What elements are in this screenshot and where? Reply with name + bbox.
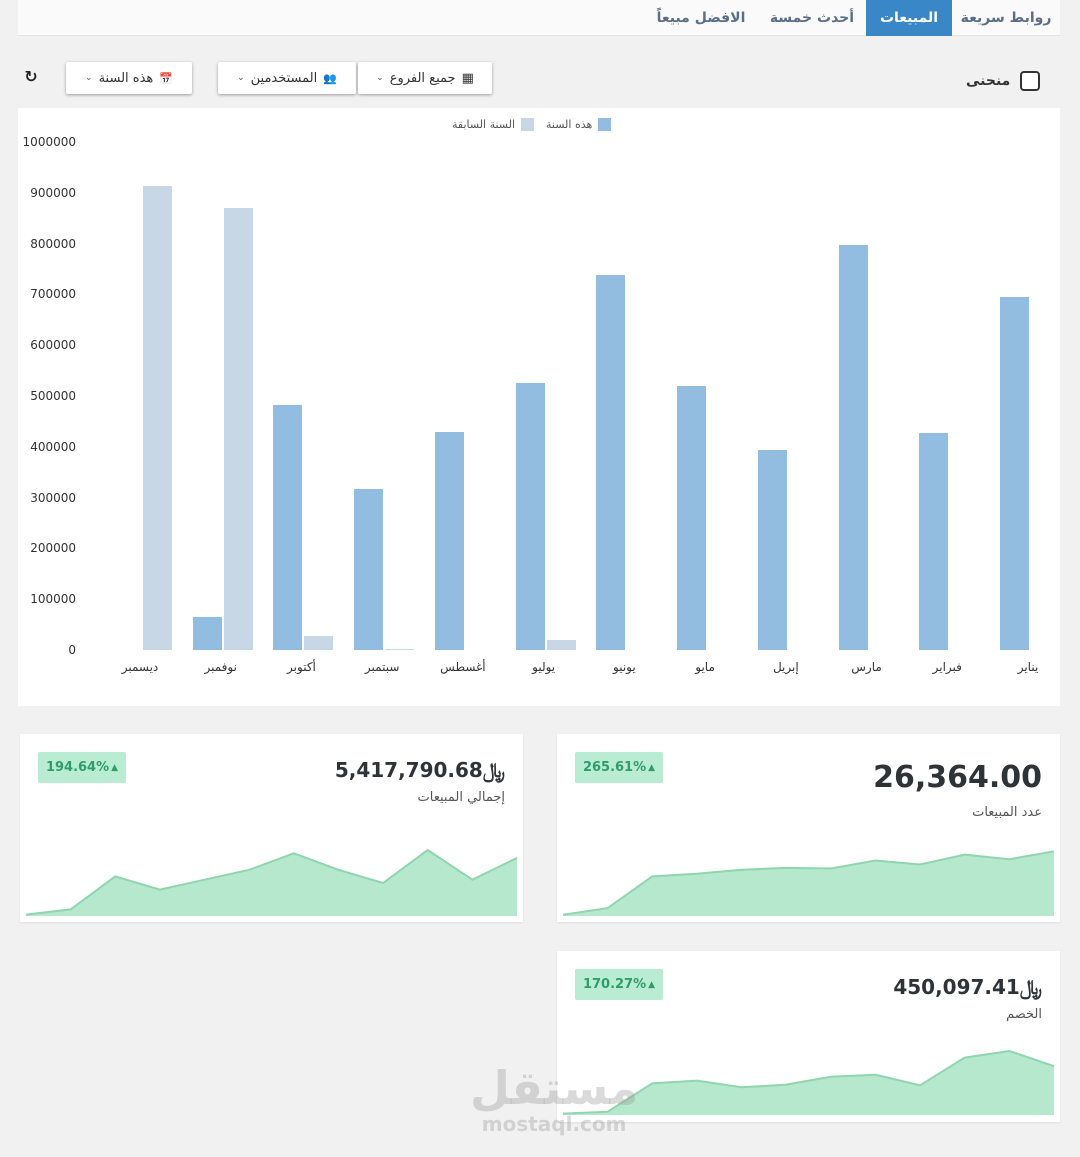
sparkline-line [25,848,518,916]
calendar-icon: 📅 [159,71,173,85]
watermark-logo: مستقل mostaql.com [470,1061,639,1136]
bar-this-year[interactable] [677,385,707,650]
branches-dropdown[interactable]: ▦ جميع الفروع ⌄ [358,62,492,94]
x-tick-label: مايو [695,660,715,674]
total-sales-sparkline [25,848,518,916]
bar-this-year[interactable] [838,244,868,650]
period-dropdown-label: هذه السنة [98,70,154,86]
y-tick-label: 100000 [30,592,76,607]
bar-this-year[interactable] [596,274,626,650]
curve-checkbox[interactable] [1020,71,1041,91]
y-tick-label: 400000 [30,439,76,454]
sales-count-card: 265.61% ▲ 26,364.00 عدد المبيعات [557,734,1060,922]
bar-last-year[interactable] [546,640,576,650]
currency-icon: ﷼ [482,758,505,782]
top-tab-bar: روابط سريعة المبيعات أحدث خمسة الافضل مب… [18,0,1060,36]
x-tick-label: إبريل [772,660,799,674]
bar-this-year[interactable] [192,617,222,650]
total-sales-card: 194.64% ▲ ﷼5,417,790.68 إجمالي المبيعات [20,734,523,922]
curve-label: منحنى [966,73,1011,89]
bar-last-year[interactable] [304,636,334,650]
sales-count-label: عدد المبيعات [972,805,1042,820]
tab-best-selling[interactable]: الافضل مبيعاً [656,10,746,26]
x-tick-label: يناير [1017,660,1039,674]
legend-swatch [521,118,535,131]
change-badge: 194.64% ▲ [38,752,126,783]
x-tick-label: ديسمبر [121,660,159,674]
x-tick-label: يونيو [613,660,636,674]
legend-label: السنة السابقة [452,118,516,131]
sparkline-line [562,850,1055,916]
bar-this-year[interactable] [757,449,787,650]
sparkline-line [562,1049,1055,1115]
chart-legend: هذه السنة السنة السابقة [452,118,612,131]
y-tick-label: 1000000 [22,135,76,149]
change-badge: 265.61% ▲ [575,752,663,783]
y-tick-label: 500000 [30,389,76,403]
bar-this-year[interactable] [1000,297,1029,650]
total-sales-label: إجمالي المبيعات [417,790,505,805]
bar-last-year[interactable] [223,208,253,650]
chevron-down-icon: ⌄ [237,73,245,83]
y-tick-label: 600000 [30,338,76,353]
users-dropdown[interactable]: 👥 المستخدمين ⌄ [218,62,356,94]
curve-toggle[interactable]: منحنى [966,70,1041,92]
sparkline-area [563,1050,1054,1115]
building-icon: ▦ [461,70,474,86]
y-tick-label: 900000 [30,185,76,200]
y-tick-label: 700000 [30,287,76,302]
chevron-down-icon: ⌄ [85,73,93,83]
sales-count-value: 26,364.00 [873,760,1042,795]
x-tick-label: نوفمبر [204,660,237,674]
refresh-icon[interactable]: ↻ [24,67,38,86]
sparkline-area [563,851,1054,916]
x-tick-label: فبراير [932,660,962,674]
chevron-down-icon: ⌄ [376,73,384,83]
change-badge: 170.27% ▲ [575,969,663,1000]
discount-card: 170.27% ▲ ﷼450,097.41 الخصم [557,951,1060,1122]
y-tick-label: 200000 [30,541,76,556]
branches-dropdown-label: جميع الفروع [389,70,456,86]
y-tick-label: 0 [68,643,76,657]
tab-sales[interactable]: المبيعات [866,0,952,36]
x-tick-label: مارس [851,660,882,674]
tab-quick-links[interactable]: روابط سريعة [960,10,1052,26]
bar-this-year[interactable] [354,489,384,650]
sparkline-area [26,850,517,916]
x-tick-label: سبتمبر [364,660,400,674]
discount-value: ﷼450,097.41 [893,975,1042,999]
x-tick-label: يوليو [532,660,556,674]
currency-icon: ﷼ [1019,975,1042,999]
users-icon: 👥 [323,71,337,85]
y-tick-label: 800000 [30,236,76,251]
sales-bar-chart: هذه السنة السنة السابقة 1000000 900000 800… [18,108,1060,706]
bar-this-year[interactable] [515,382,545,650]
x-tick-label: أكتوبر [287,660,316,674]
legend-swatch [598,118,612,131]
discount-sparkline [562,1049,1055,1115]
legend-label: هذه السنة [546,118,593,131]
bar-this-year[interactable] [273,404,303,650]
legend-item-this-year[interactable]: هذه السنة [546,118,612,131]
y-tick-label: 300000 [30,490,76,505]
users-dropdown-label: المستخدمين [250,70,318,86]
bar-last-year[interactable] [143,185,172,650]
discount-label: الخصم [1006,1007,1042,1022]
total-sales-value: ﷼5,417,790.68 [334,758,505,782]
period-dropdown[interactable]: 📅 هذه السنة ⌄ [66,62,192,94]
sales-count-sparkline [562,850,1055,916]
legend-item-last-year[interactable]: السنة السابقة [452,118,535,131]
x-tick-label: أغسطس [440,660,486,674]
bar-this-year[interactable] [434,432,464,650]
bar-this-year[interactable] [919,433,949,650]
tab-latest-five[interactable]: أحدث خمسة [769,10,855,26]
bar-last-year[interactable] [385,648,415,650]
